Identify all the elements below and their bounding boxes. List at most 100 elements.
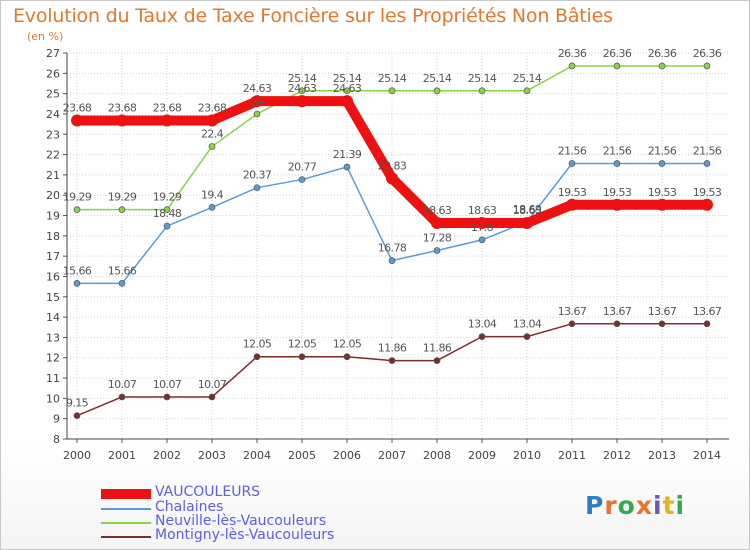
data-label: 11.86 xyxy=(378,342,407,355)
x-tick-label: 2002 xyxy=(153,449,181,462)
data-label: 21.39 xyxy=(333,148,362,161)
data-point xyxy=(298,353,306,361)
legend-label: Neuville-lès-Vaucouleurs xyxy=(155,513,327,529)
y-tick-label: 15 xyxy=(46,291,60,304)
data-point xyxy=(523,87,531,95)
data-point xyxy=(163,393,171,401)
data-point xyxy=(386,172,398,185)
y-tick-label: 20 xyxy=(46,189,60,202)
chart-axes: 8 9 10 11 12 13 14 15 16 17 18 19 20 21 22 23 24 25 26 27 20… xyxy=(46,47,729,462)
x-tick-label: 2013 xyxy=(648,449,676,462)
data-point xyxy=(73,280,81,287)
data-point xyxy=(118,206,126,213)
data-point xyxy=(208,204,216,211)
data-label: 15.66 xyxy=(63,264,92,277)
data-point xyxy=(298,176,306,183)
data-label: 26.36 xyxy=(603,47,632,60)
data-label: 19.53 xyxy=(603,186,632,199)
data-point xyxy=(343,87,351,95)
data-point xyxy=(206,114,218,127)
y-tick-label: 21 xyxy=(46,169,60,182)
data-point xyxy=(118,393,126,401)
y-tick-label: 8 xyxy=(53,433,60,446)
data-point xyxy=(208,393,216,401)
x-tick-label: 2003 xyxy=(198,449,226,462)
y-tick-label: 19 xyxy=(46,210,60,223)
data-label: 20.77 xyxy=(288,161,317,174)
x-tick-label: 2010 xyxy=(513,449,541,462)
data-point xyxy=(253,184,261,192)
data-label: 23.68 xyxy=(63,101,92,114)
data-label: 19.53 xyxy=(558,186,587,199)
data-point xyxy=(388,257,396,264)
y-tick-label: 14 xyxy=(46,311,60,324)
data-point xyxy=(161,114,173,127)
data-point xyxy=(658,62,666,70)
y-tick-label: 13 xyxy=(46,331,60,344)
data-point xyxy=(478,236,486,244)
logo-letter: P xyxy=(585,491,605,520)
data-label: 17.28 xyxy=(423,231,452,244)
data-label: 25.14 xyxy=(288,72,317,85)
data-point xyxy=(431,217,443,230)
data-label: 22.4 xyxy=(201,127,224,140)
data-label: 13.67 xyxy=(648,305,677,318)
y-tick-label: 16 xyxy=(46,270,60,283)
data-point xyxy=(296,95,308,108)
data-point xyxy=(433,87,441,95)
data-point xyxy=(253,110,261,118)
data-point xyxy=(253,353,261,361)
data-point xyxy=(613,62,621,70)
data-label: 19.29 xyxy=(153,191,182,204)
data-point xyxy=(433,357,441,364)
data-point xyxy=(478,333,486,340)
data-label: 10.07 xyxy=(108,378,137,391)
data-point xyxy=(343,353,351,361)
data-label: 12.05 xyxy=(333,338,362,351)
chart-grid xyxy=(67,52,729,440)
data-label: 21.56 xyxy=(558,145,587,158)
data-point xyxy=(251,95,263,108)
data-point xyxy=(656,198,668,211)
data-label: 21.56 xyxy=(603,145,632,158)
y-tick-label: 25 xyxy=(46,88,60,101)
data-label: 24.63 xyxy=(288,82,317,95)
y-tick-label: 26 xyxy=(46,67,60,80)
data-label: 9.15 xyxy=(66,397,89,410)
data-label: 13.67 xyxy=(558,305,587,318)
y-tick-label: 23 xyxy=(46,128,60,141)
legend-label: Chalaines xyxy=(155,499,224,515)
data-label: 20.37 xyxy=(243,169,272,182)
data-label: 21.56 xyxy=(648,145,677,158)
data-label: 13.67 xyxy=(603,305,632,318)
y-tick-label: 24 xyxy=(46,108,60,121)
data-point xyxy=(568,62,576,70)
data-point xyxy=(163,206,171,213)
data-label: 25.14 xyxy=(513,72,542,85)
data-label: 18.63 xyxy=(468,204,497,217)
chart-series xyxy=(71,62,713,419)
x-tick-label: 2014 xyxy=(693,449,721,462)
data-point xyxy=(343,163,351,171)
data-point xyxy=(703,320,711,328)
data-label: 25.14 xyxy=(333,72,362,85)
data-label: 18.69 xyxy=(513,203,542,216)
data-point xyxy=(73,206,81,213)
data-point xyxy=(523,333,531,340)
data-point xyxy=(566,198,578,211)
data-label: 18.63 xyxy=(423,204,452,217)
data-label: 11.86 xyxy=(423,342,452,355)
data-point xyxy=(433,247,441,254)
data-point xyxy=(73,412,81,419)
data-label: 24 xyxy=(251,95,264,108)
data-label: 12.05 xyxy=(288,338,317,351)
data-label: 26.36 xyxy=(693,47,722,60)
data-point xyxy=(611,198,623,211)
data-label: 24.63 xyxy=(243,82,272,95)
x-tick-label: 2000 xyxy=(63,449,91,462)
x-tick-label: 2012 xyxy=(603,449,631,462)
x-tick-label: 2004 xyxy=(243,449,271,462)
y-tick-label: 22 xyxy=(46,149,60,162)
y-tick-label: 9 xyxy=(53,413,60,426)
